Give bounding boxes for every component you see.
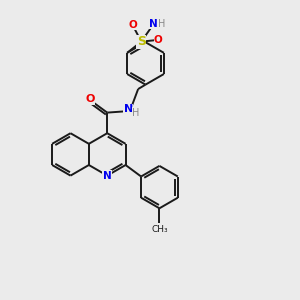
Text: O: O (85, 94, 94, 104)
Text: O: O (154, 35, 163, 45)
Text: CH₃: CH₃ (151, 225, 168, 234)
Text: S: S (137, 35, 146, 48)
Text: H: H (158, 19, 166, 29)
Text: N: N (149, 19, 158, 29)
Text: N: N (124, 104, 133, 114)
Text: N: N (103, 171, 112, 181)
Text: O: O (128, 20, 137, 30)
Text: H: H (132, 108, 140, 118)
